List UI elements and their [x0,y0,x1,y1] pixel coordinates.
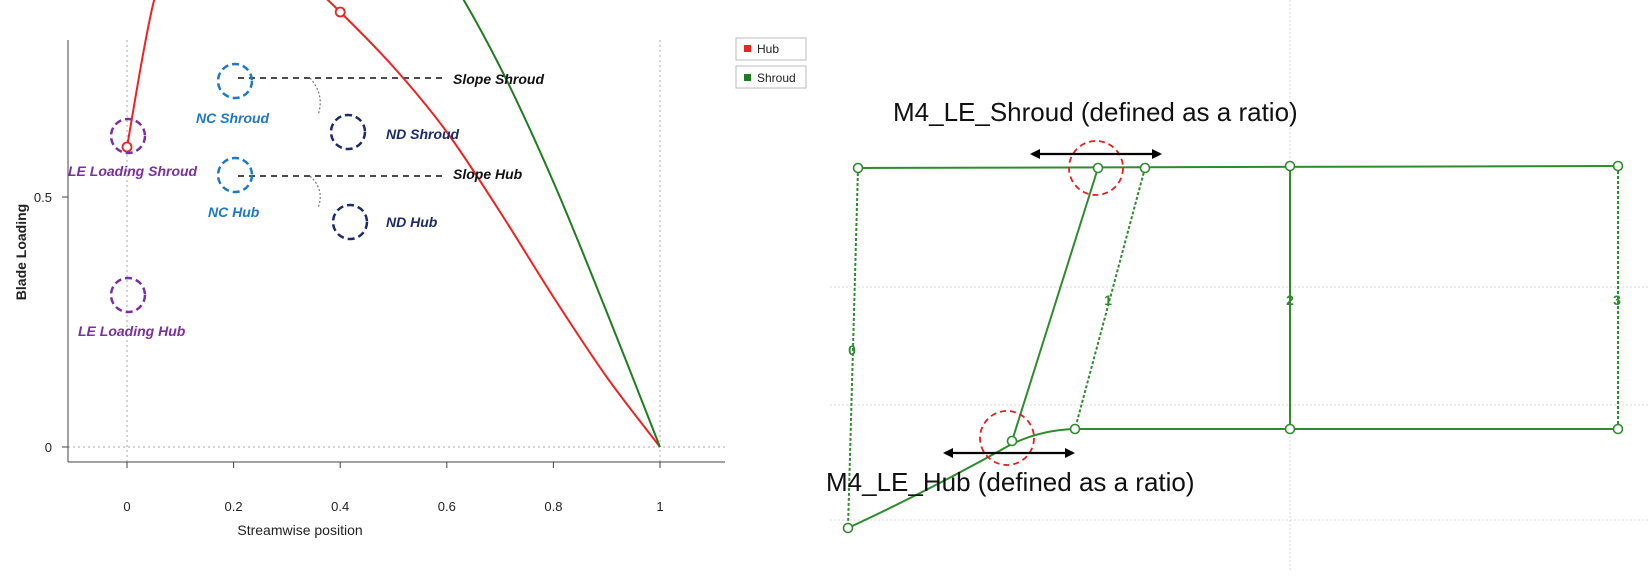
m4-le-hub-label: M4_LE_Hub (defined as a ratio) [826,467,1195,497]
x-tick-label: 1 [656,499,663,514]
station-label-0: 0 [848,342,856,358]
chart-grid [68,40,725,462]
mesh-node[interactable] [1139,162,1151,174]
nd-shroud-highlight-circle [329,113,367,151]
slope-shroud-angle-arc [309,77,321,116]
x-tick-labels: 0 0.2 0.4 0.6 0.8 1 [123,462,664,514]
mesh-node[interactable] [1092,162,1104,174]
nd-hub-highlight-circle [331,203,369,241]
y-tick-label: 0 [45,440,52,455]
x-tick-label: 0.8 [544,499,562,514]
x-tick-label: 0.6 [438,499,456,514]
mesh-station-1-line [1074,167,1146,430]
slope-shroud-label: Slope Shroud [453,71,544,87]
mesh-node[interactable] [1069,423,1081,435]
y-tick-labels: 00.511.5 [34,190,68,455]
series-line-shroud [462,0,661,448]
mesh-node[interactable] [1284,423,1296,435]
station-label-3: 3 [1613,292,1621,308]
meridional-mesh-diagram: 0 1 2 3 M4_LE_Shroud (defined as a ratio… [826,0,1650,572]
x-tick-label: 0.4 [331,499,349,514]
le-hub-highlight-circle [979,410,1035,466]
series-line-hub [126,0,661,448]
mesh-node[interactable] [1006,435,1018,447]
chart-series [121,0,661,448]
legend-hub-box [735,37,807,61]
nc-shroud-label: NC Shroud [196,110,270,126]
mesh-station-0-line [847,167,859,529]
slope-hub-label: Slope Hub [453,166,523,182]
slope-hub-angle-arc [309,175,321,209]
nc-hub-label: NC Hub [208,204,260,220]
mesh-node[interactable] [842,522,854,534]
station-label-1: 1 [1104,292,1112,308]
control-point-hub[interactable] [334,6,346,18]
legend-hub-swatch [744,45,751,52]
y-tick-label: 0.5 [34,190,52,205]
legend-shroud-label: Shroud [757,71,796,85]
mesh-node[interactable] [1612,423,1624,435]
nd-hub-label: ND Hub [386,214,438,230]
m4-le-shroud-label: M4_LE_Shroud (defined as a ratio) [893,97,1298,127]
le-loading-hub-highlight-circle [109,276,147,314]
station-label-2: 2 [1286,292,1294,308]
blade-loading-chart: 00.20.40.60.81 00.511.5 Streamwise posit… [13,0,807,538]
chart-legend: Hub Shroud [735,37,807,89]
legend-hub-label: Hub [757,42,779,56]
mesh-node[interactable] [1284,160,1296,172]
x-tick-label: 0.2 [225,499,243,514]
nd-shroud-label: ND Shroud [386,126,460,142]
x-tick-label: 0 [123,499,130,514]
nc-shroud-highlight-circle [216,62,254,100]
legend-shroud-box [735,65,807,89]
le-loading-hub-label: LE Loading Hub [78,323,186,339]
le-loading-shroud-highlight-circle [109,117,147,155]
mesh-node[interactable] [852,162,864,174]
control-point-hub[interactable] [121,141,133,153]
legend-shroud-swatch [744,74,751,81]
mesh-node[interactable] [1612,160,1624,172]
le-shroud-highlight-circle [1068,140,1124,196]
mesh-shroud-line [857,165,1619,169]
le-loading-shroud-label: LE Loading Shroud [68,163,198,179]
mesh-leading-edge-line [1011,167,1099,442]
y-axis-label: Blade Loading [13,204,29,300]
nc-hub-highlight-circle [216,156,254,194]
x-axis-label: Streamwise position [237,522,362,538]
